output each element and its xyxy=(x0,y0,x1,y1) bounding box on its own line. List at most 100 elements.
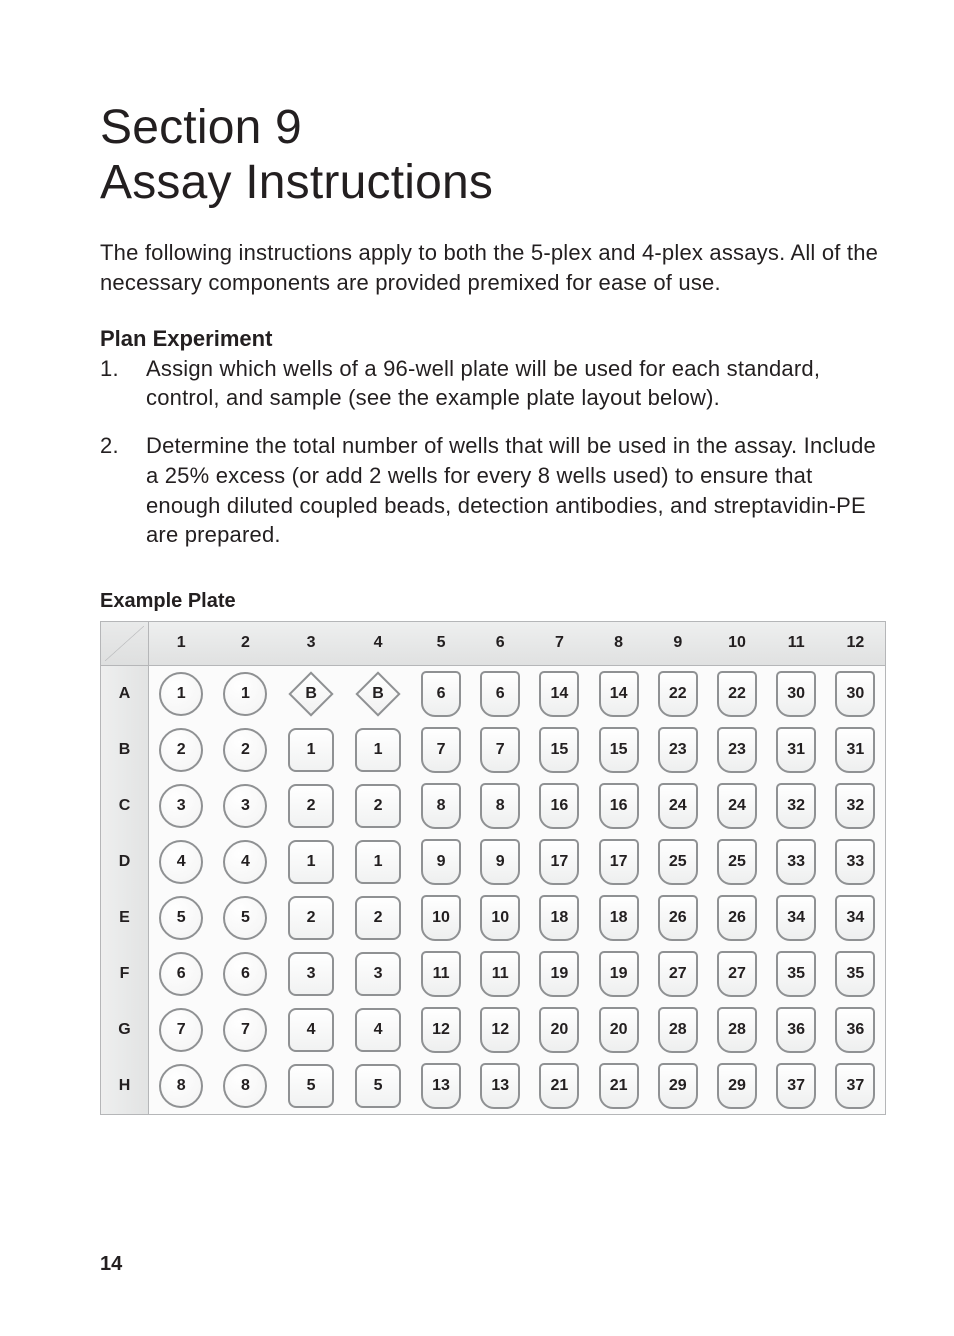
plate-cell-B-1: 2 xyxy=(149,722,213,778)
well: 29 xyxy=(717,1063,757,1109)
plate-cell-B-4: 1 xyxy=(345,722,412,778)
well: 9 xyxy=(421,839,461,885)
well: 6 xyxy=(480,671,520,717)
well: 30 xyxy=(835,671,875,717)
step-1: Assign which wells of a 96-well plate wi… xyxy=(100,354,879,413)
plate-cell-C-5: 8 xyxy=(411,778,470,834)
well: 31 xyxy=(776,727,816,773)
plate-cell-H-5: 13 xyxy=(411,1058,470,1114)
well: 11 xyxy=(421,951,461,997)
plate-cell-A-5: 6 xyxy=(411,666,470,722)
plate-cell-H-3: 5 xyxy=(278,1058,345,1114)
plate-cell-H-9: 29 xyxy=(648,1058,707,1114)
plate-cell-E-2: 5 xyxy=(213,890,277,946)
plate-cell-A-6: 6 xyxy=(471,666,530,722)
plate-cell-H-6: 13 xyxy=(471,1058,530,1114)
well: 37 xyxy=(776,1063,816,1109)
plate-col-1: 1 xyxy=(149,622,213,666)
plate-cell-D-12: 33 xyxy=(826,834,885,890)
well: 34 xyxy=(835,895,875,941)
well: 4 xyxy=(223,840,267,884)
well: 27 xyxy=(717,951,757,997)
plate-cell-G-1: 7 xyxy=(149,1002,213,1058)
well: B xyxy=(289,672,333,716)
well: 32 xyxy=(835,783,875,829)
plate-row-C: C332288161624243232 xyxy=(101,778,885,834)
plate-cell-B-6: 7 xyxy=(471,722,530,778)
plate-col-6: 6 xyxy=(471,622,530,666)
plate-cell-H-2: 8 xyxy=(213,1058,277,1114)
well: 2 xyxy=(288,784,334,828)
plate-cell-H-7: 21 xyxy=(530,1058,589,1114)
plate-cell-B-11: 31 xyxy=(767,722,826,778)
plate-col-10: 10 xyxy=(707,622,766,666)
well: 1 xyxy=(288,840,334,884)
plate-cell-D-10: 25 xyxy=(707,834,766,890)
well: 6 xyxy=(159,952,203,996)
well: 7 xyxy=(421,727,461,773)
plate-cell-H-4: 5 xyxy=(345,1058,412,1114)
plate-cell-G-6: 12 xyxy=(471,1002,530,1058)
plate-cell-B-10: 23 xyxy=(707,722,766,778)
well: 10 xyxy=(480,895,520,941)
plate-cell-E-6: 10 xyxy=(471,890,530,946)
plate-cell-C-11: 32 xyxy=(767,778,826,834)
page-number: 14 xyxy=(100,1253,122,1276)
plate-cell-D-5: 9 xyxy=(411,834,470,890)
plate-col-9: 9 xyxy=(648,622,707,666)
plate-cell-D-2: 4 xyxy=(213,834,277,890)
well: 19 xyxy=(539,951,579,997)
plate-cell-C-1: 3 xyxy=(149,778,213,834)
well: 5 xyxy=(223,896,267,940)
plate-cell-E-12: 34 xyxy=(826,890,885,946)
intro-paragraph: The following instructions apply to both… xyxy=(100,238,879,297)
example-plate-label: Example Plate xyxy=(100,590,879,613)
plate-cell-D-3: 1 xyxy=(278,834,345,890)
plate-cell-F-9: 27 xyxy=(648,946,707,1002)
well: 1 xyxy=(159,672,203,716)
well: 7 xyxy=(223,1008,267,1052)
plate-cell-D-8: 17 xyxy=(589,834,648,890)
plate-col-11: 11 xyxy=(767,622,826,666)
well: 20 xyxy=(599,1007,639,1053)
plate-cell-E-8: 18 xyxy=(589,890,648,946)
plate-rowhead-F: F xyxy=(101,946,149,1002)
plate-cell-B-9: 23 xyxy=(648,722,707,778)
well: 15 xyxy=(539,727,579,773)
plate-cell-G-7: 20 xyxy=(530,1002,589,1058)
plate-cell-H-1: 8 xyxy=(149,1058,213,1114)
plate-cell-G-5: 12 xyxy=(411,1002,470,1058)
plate-cell-F-6: 11 xyxy=(471,946,530,1002)
well: 22 xyxy=(658,671,698,717)
well: 30 xyxy=(776,671,816,717)
plate-cell-F-2: 6 xyxy=(213,946,277,1002)
well: 19 xyxy=(599,951,639,997)
plate-cell-C-4: 2 xyxy=(345,778,412,834)
well: 8 xyxy=(159,1064,203,1108)
plate-cell-D-4: 1 xyxy=(345,834,412,890)
well: B xyxy=(356,672,400,716)
well: 14 xyxy=(539,671,579,717)
plate-container: 123456789101112 A11BB66141422223030B2211… xyxy=(100,621,886,1115)
well: 5 xyxy=(159,896,203,940)
plate-cell-E-1: 5 xyxy=(149,890,213,946)
plate-cell-C-8: 16 xyxy=(589,778,648,834)
well: 25 xyxy=(717,839,757,885)
well: 21 xyxy=(539,1063,579,1109)
plate-col-2: 2 xyxy=(213,622,277,666)
plate-rowhead-A: A xyxy=(101,666,149,722)
plate-cell-D-1: 4 xyxy=(149,834,213,890)
well: 8 xyxy=(421,783,461,829)
well: 20 xyxy=(539,1007,579,1053)
plate-cell-C-2: 3 xyxy=(213,778,277,834)
plate-cell-D-9: 25 xyxy=(648,834,707,890)
well: 33 xyxy=(776,839,816,885)
plate-cell-E-3: 2 xyxy=(278,890,345,946)
plate-rowhead-G: G xyxy=(101,1002,149,1058)
plate-rowhead-H: H xyxy=(101,1058,149,1114)
well: 1 xyxy=(355,840,401,884)
well: 12 xyxy=(421,1007,461,1053)
plate-cell-H-12: 37 xyxy=(826,1058,885,1114)
well: 23 xyxy=(658,727,698,773)
well: 10 xyxy=(421,895,461,941)
